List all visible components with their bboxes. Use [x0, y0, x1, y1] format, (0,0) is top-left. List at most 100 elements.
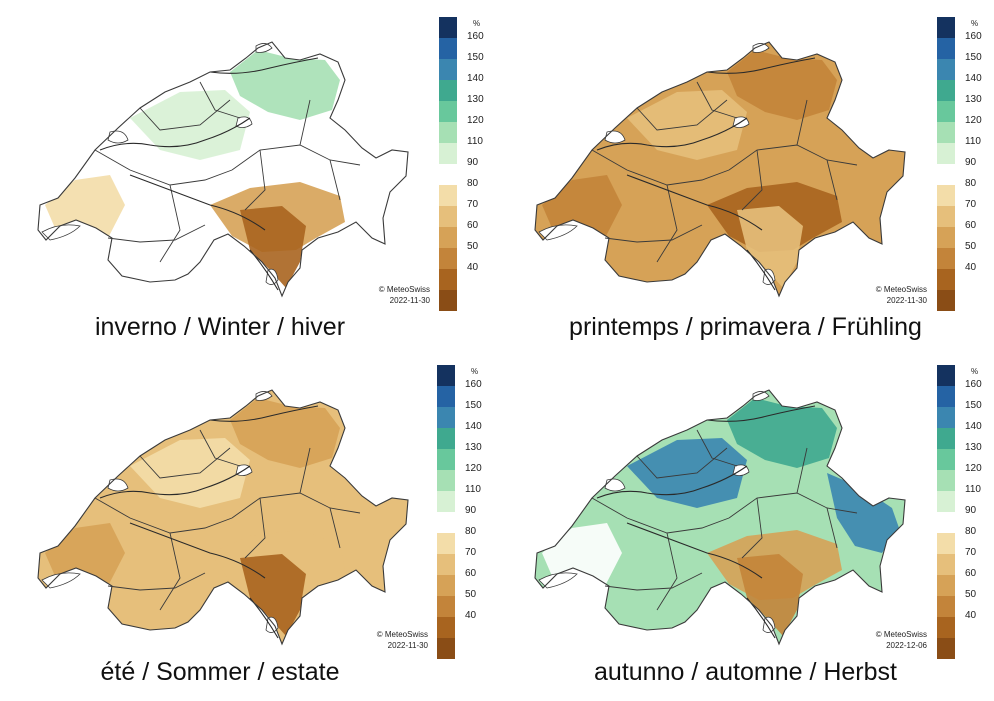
- legend-swatch: [937, 428, 955, 449]
- region-boundary: [636, 447, 728, 479]
- country-fill: [38, 390, 408, 644]
- legend-swatch: [437, 449, 455, 470]
- legend-tick-label: 50: [467, 241, 479, 252]
- legend-tick-label: 40: [467, 262, 479, 273]
- legend-tick-label: 110: [965, 136, 981, 147]
- country-outline: [534, 41, 906, 298]
- legend-swatch: [937, 491, 955, 512]
- panel-title: autunno / automne / Herbst: [594, 658, 897, 686]
- region-boundary: [741, 497, 763, 559]
- legend-swatch: [937, 101, 955, 122]
- credit-text: © MeteoSwiss: [875, 630, 927, 639]
- map-panel-spring: % 160 150 140 130 120 110 90 80 70 60 50 40 © MeteoS…: [497, 0, 994, 350]
- legend-swatch: [437, 617, 455, 638]
- legend-tick-label: 70: [465, 547, 477, 558]
- legend-tick-label: 130: [465, 442, 482, 453]
- color-legend: % 160 150 140 130 120 110 90 80 70 60 50 40: [439, 17, 499, 317]
- map-credit: © MeteoSwiss 2022-12-06: [837, 629, 927, 651]
- region-boundary: [107, 224, 206, 243]
- lake: [107, 130, 129, 144]
- lake: [255, 43, 273, 53]
- panel-title: été / Sommer / estate: [100, 658, 340, 686]
- lake: [41, 224, 81, 241]
- map-panel-winter: % 160 150 140 130 120 110 90 80 70 60 50 40 © MeteoS…: [0, 0, 497, 350]
- legend-tick-label: 160: [467, 31, 484, 42]
- country-outline: [534, 389, 906, 646]
- legend-swatch: [937, 407, 955, 428]
- legend-swatch: [937, 164, 955, 185]
- legend-tick-label: 130: [965, 94, 982, 105]
- legend-swatch: [937, 143, 955, 164]
- river: [626, 522, 763, 579]
- region-boundary: [656, 184, 678, 263]
- region-boundary: [199, 429, 241, 467]
- region-patch-ticino: [737, 554, 803, 636]
- river: [706, 57, 816, 74]
- legend-tick-label: 150: [965, 400, 982, 411]
- legend-tick-label: 80: [965, 178, 977, 189]
- legend-tick-label: 140: [965, 73, 982, 84]
- country-outline: [37, 41, 409, 298]
- river: [596, 117, 748, 151]
- legend-tick-label: 110: [965, 484, 981, 495]
- region-boundary: [696, 429, 738, 467]
- region-patch-ticino: [240, 206, 306, 288]
- legend-swatch: [439, 290, 457, 311]
- region-boundary: [826, 507, 838, 549]
- map-panel-summer: % 160 150 140 130 120 110 90 80 70 60 50 40 © MeteoS…: [0, 350, 497, 700]
- legend-tick-label: 160: [465, 379, 482, 390]
- legend-swatch: [437, 365, 455, 386]
- river: [99, 117, 251, 151]
- river: [706, 405, 816, 422]
- legend-tick-label: 40: [965, 610, 977, 621]
- date-text: 2022-11-30: [387, 641, 428, 650]
- lake: [107, 478, 129, 492]
- region-boundary: [107, 572, 206, 591]
- legend-swatch: [437, 470, 455, 491]
- region-boundary: [604, 224, 703, 243]
- region-boundary: [329, 159, 341, 201]
- legend-swatch: [937, 206, 955, 227]
- legend-tick-label: 130: [965, 442, 982, 453]
- legend-tick-label: 150: [965, 52, 982, 63]
- precipitation-map: [534, 41, 906, 298]
- legend-tick-label: 160: [965, 379, 982, 390]
- region-boundary: [656, 532, 678, 611]
- legend-swatch: [937, 533, 955, 554]
- region-boundary: [796, 447, 808, 494]
- legend-tick-label: 160: [965, 31, 982, 42]
- map-credit: © MeteoSwiss 2022-11-30: [340, 284, 430, 306]
- legend-unit: %: [473, 19, 481, 28]
- legend-tick-label: 120: [965, 463, 982, 474]
- legend-swatch: [437, 638, 455, 659]
- region-patch-central: [130, 438, 250, 508]
- country-fill: [38, 42, 408, 296]
- legend-swatch: [439, 101, 457, 122]
- region-patch-alps: [45, 523, 125, 586]
- legend-tick-label: 140: [465, 421, 482, 432]
- region-boundary: [741, 149, 763, 211]
- legend-swatch: [937, 386, 955, 407]
- legend-swatch: [937, 17, 955, 38]
- legend-swatch: [937, 638, 955, 659]
- legend-swatch: [937, 449, 955, 470]
- legend-swatch: [937, 617, 955, 638]
- region-boundary: [329, 507, 341, 549]
- lake: [604, 478, 626, 492]
- legend-tick-label: 90: [965, 505, 977, 516]
- legend-tick-label: 60: [965, 220, 977, 231]
- legend-tick-label: 140: [965, 421, 982, 432]
- legend-tick-label: 50: [965, 241, 977, 252]
- legend-swatch: [937, 59, 955, 80]
- region-boundary: [244, 149, 266, 211]
- region-boundary: [139, 99, 231, 131]
- region-boundary: [299, 447, 311, 494]
- legend-tick-label: 40: [965, 262, 977, 273]
- legend-swatch: [439, 185, 457, 206]
- river: [209, 405, 319, 422]
- legend-swatch: [937, 512, 955, 533]
- legend-swatch: [439, 164, 457, 185]
- legend-tick-label: 80: [465, 526, 477, 537]
- legend-swatch: [437, 575, 455, 596]
- map-credit: © MeteoSwiss 2022-11-30: [837, 284, 927, 306]
